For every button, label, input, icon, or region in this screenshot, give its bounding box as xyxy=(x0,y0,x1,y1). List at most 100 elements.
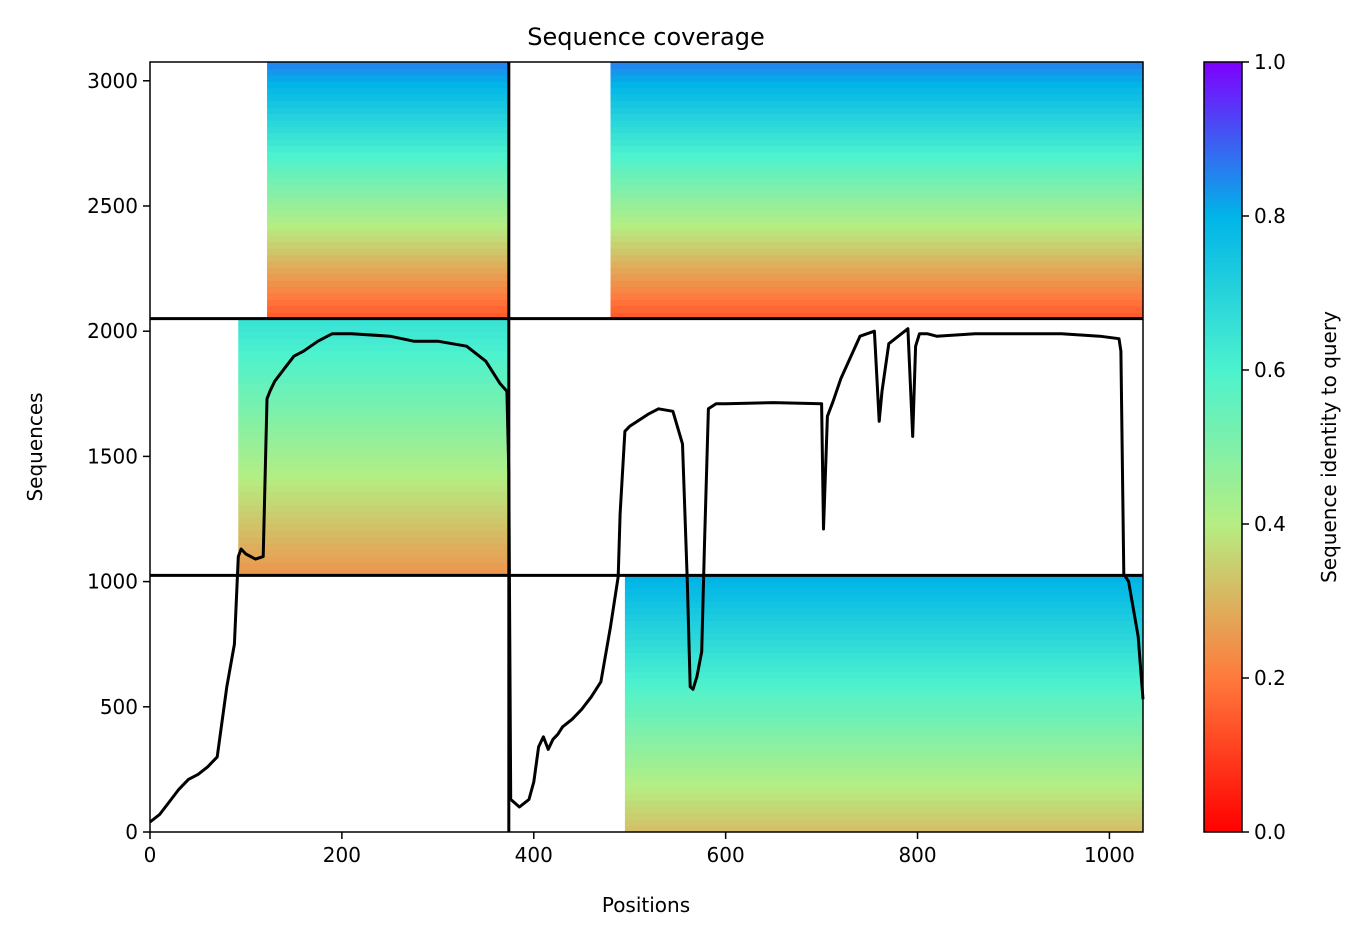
heatmap-strip xyxy=(267,87,509,95)
heatmap-strip xyxy=(624,671,1143,679)
heatmap-strip xyxy=(238,427,509,435)
heatmap-strip xyxy=(610,119,1143,127)
heatmap-strip xyxy=(610,209,1143,217)
heatmap-strip xyxy=(238,485,509,493)
heatmap-strip xyxy=(238,504,509,512)
heatmap-strip xyxy=(610,267,1143,275)
heatmap-strip xyxy=(238,562,509,570)
colorbar-tick-label: 0.8 xyxy=(1254,204,1286,228)
heatmap-strip xyxy=(267,100,509,108)
heatmap-strip xyxy=(610,203,1143,211)
y-axis: 0 500 1000 1500 2000 2500 3000 xyxy=(87,69,150,844)
heatmap-strip xyxy=(238,382,509,390)
heatmap-strip xyxy=(624,767,1143,775)
heatmap-strip xyxy=(610,100,1143,108)
heatmap-strip xyxy=(610,260,1143,268)
colorbar xyxy=(1203,61,1243,833)
heatmap-strip xyxy=(610,94,1143,102)
colorbar-tick-label: 1.0 xyxy=(1254,50,1286,74)
x-axis: 0 200 400 600 800 1000 xyxy=(144,832,1135,867)
heatmap-strip xyxy=(610,312,1143,320)
coverage-line xyxy=(149,327,1145,824)
heatmap-strip xyxy=(267,106,509,114)
colorbar-tick-label: 0.6 xyxy=(1254,358,1286,382)
heatmap-strip xyxy=(238,536,509,544)
heatmap-strip xyxy=(267,216,509,224)
heatmap-strip xyxy=(624,620,1143,628)
x-tick-label: 800 xyxy=(898,843,936,867)
heatmap-strip xyxy=(610,190,1143,198)
heatmap-strip xyxy=(267,132,509,140)
heatmap-strip xyxy=(238,568,509,576)
heatmap-strip xyxy=(610,286,1143,294)
heatmap-strip xyxy=(267,190,509,198)
heatmap-block xyxy=(624,575,1143,832)
heatmap-strip xyxy=(610,87,1143,95)
heatmap-strip xyxy=(624,825,1143,832)
heatmap-block xyxy=(610,62,1143,320)
y-tick-label: 500 xyxy=(100,695,138,719)
heatmap-strip xyxy=(238,350,509,358)
heatmap-strip xyxy=(624,742,1143,750)
heatmap-strip xyxy=(610,158,1143,166)
heatmap-strip xyxy=(267,196,509,204)
heatmap-strip xyxy=(238,325,509,333)
y-tick-label: 0 xyxy=(125,820,138,844)
colorbar-ticks: 0.0 0.2 0.4 0.6 0.8 1.0 xyxy=(1242,50,1286,844)
heatmap-strip xyxy=(267,305,509,313)
heatmap-strip xyxy=(624,787,1143,795)
heatmap-strip xyxy=(610,299,1143,307)
heatmap-block xyxy=(238,318,509,576)
heatmap-strip xyxy=(238,511,509,519)
heatmap-strip xyxy=(267,171,509,179)
heatmap-strip xyxy=(610,293,1143,301)
heatmap-block xyxy=(267,62,509,320)
heatmap-strip xyxy=(610,273,1143,281)
y-tick-label: 1000 xyxy=(87,570,138,594)
heatmap-strip xyxy=(267,267,509,275)
heatmap-strip xyxy=(267,81,509,89)
plot-frame xyxy=(149,61,1144,833)
heatmap-strip xyxy=(610,132,1143,140)
heatmap-strip xyxy=(238,434,509,442)
heatmap-strip xyxy=(624,607,1143,615)
heatmap-strip xyxy=(267,260,509,268)
y-tick-label: 2500 xyxy=(87,194,138,218)
heatmap-strip xyxy=(267,222,509,230)
heatmap-strip xyxy=(624,645,1143,653)
heatmap-strip xyxy=(238,447,509,455)
heatmap-strip xyxy=(610,171,1143,179)
heatmap-strip xyxy=(238,344,509,352)
heatmap-strip xyxy=(624,735,1143,743)
heatmap-strip xyxy=(267,312,509,320)
heatmap-strip xyxy=(610,151,1143,159)
heatmap-strip xyxy=(624,722,1143,730)
coverage-heatmap xyxy=(238,62,1143,832)
heatmap-strip xyxy=(624,658,1143,666)
heatmap-strip xyxy=(610,305,1143,313)
heatmap-strip xyxy=(624,793,1143,801)
heatmap-strip xyxy=(238,414,509,422)
heatmap-strip xyxy=(238,453,509,461)
heatmap-strip xyxy=(624,575,1143,583)
x-tick-label: 1000 xyxy=(1084,843,1135,867)
heatmap-strip xyxy=(267,151,509,159)
heatmap-strip xyxy=(624,761,1143,769)
heatmap-strip xyxy=(624,774,1143,782)
heatmap-strip xyxy=(238,556,509,564)
heatmap-strip xyxy=(238,421,509,429)
heatmap-strip xyxy=(610,113,1143,121)
heatmap-strip xyxy=(238,376,509,384)
heatmap-strip xyxy=(267,145,509,153)
heatmap-strip xyxy=(624,665,1143,673)
heatmap-strip xyxy=(624,594,1143,602)
heatmap-strip xyxy=(624,799,1143,807)
heatmap-strip xyxy=(610,126,1143,134)
heatmap-strip xyxy=(624,684,1143,692)
heatmap-strip xyxy=(624,678,1143,686)
heatmap-strip xyxy=(624,652,1143,660)
heatmap-strip xyxy=(267,68,509,76)
heatmap-strip xyxy=(624,639,1143,647)
heatmap-strip xyxy=(267,209,509,217)
heatmap-strip xyxy=(624,697,1143,705)
